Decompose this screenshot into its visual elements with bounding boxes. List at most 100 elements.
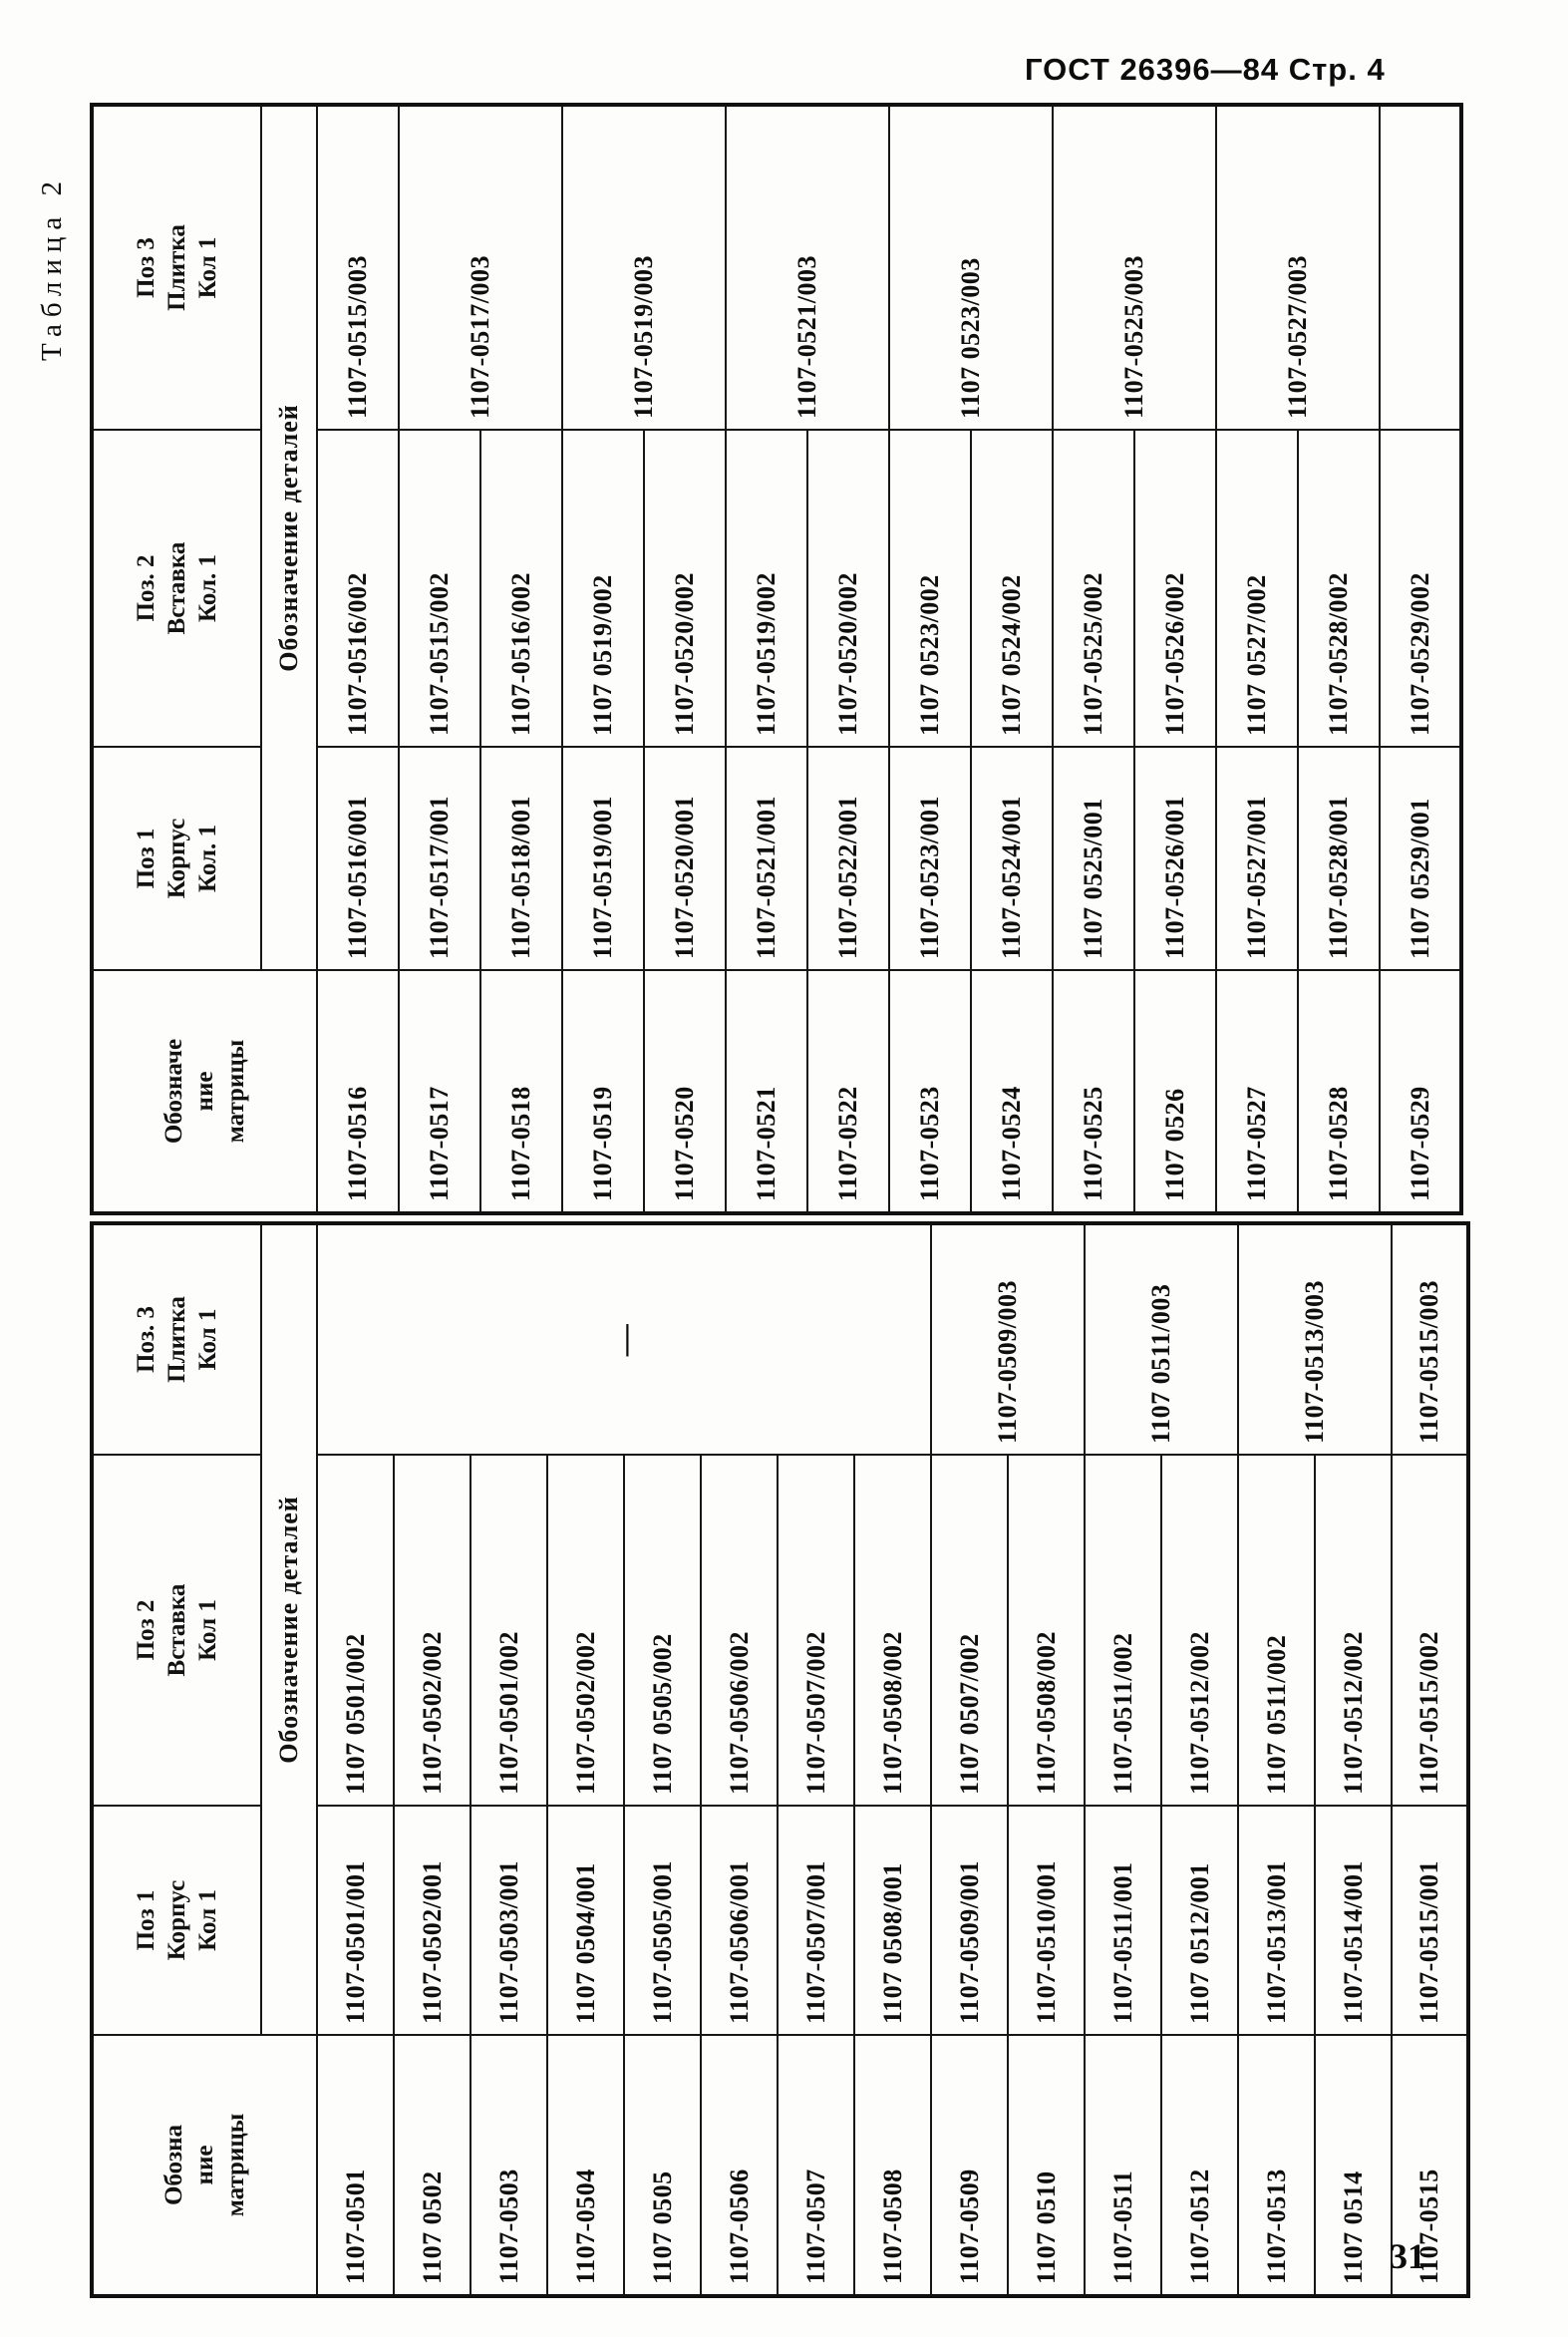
pos3-cell: 1107-0513/003	[1238, 1223, 1392, 1455]
pos1-cell: 1107-0520/001	[644, 747, 726, 970]
pos2-cell: 1107-0526/002	[1134, 430, 1216, 747]
pos2-cell: 1107-0519/002	[726, 430, 807, 747]
pos2-cell: 1107-0508/002	[854, 1455, 931, 1806]
header-pos2-left: Поз 2 Вставка Кол 1	[92, 1455, 261, 1806]
pos3-cell: 1107 0523/003	[889, 105, 1053, 430]
pos3-cell: 1107-0519/003	[562, 105, 726, 430]
pos3-cell: 1107-0515/003	[1392, 1223, 1468, 1455]
header-pos1-line: Кол 1	[194, 1889, 221, 1951]
pos2-cell: 1107-0515/002	[399, 430, 480, 747]
pos1-cell: 1107-0507/001	[778, 1806, 854, 2035]
pos1-cell: 1107-0523/001	[889, 747, 971, 970]
pos2-cell: 1107 0501/002	[317, 1455, 394, 1806]
pos2-cell: 1107-0515/002	[1392, 1455, 1468, 1806]
header-details-right: Обозначение деталей	[261, 105, 317, 970]
header-matrix-line: ние	[191, 2145, 218, 2185]
matrix-cell: 1107-0522	[807, 970, 889, 1213]
table-row: 1107-0517 1107-0517/001 1107-0515/002 1107-…	[399, 105, 562, 1213]
matrix-cell: 1107-0521	[726, 970, 807, 1213]
pos3-cell: —	[317, 1223, 931, 1455]
header-pos3-right: Поз 3 Плитка Кол 1	[92, 105, 261, 430]
header-matrix-right: Обозначе ние матрицы	[92, 970, 317, 1213]
table-right-half: Обозначе ние матрицы Поз 1 Корпус Кол. 1…	[90, 103, 1463, 1215]
pos1-cell: 1107-0522/001	[807, 747, 889, 970]
pos1-cell: 1107-0514/001	[1315, 1806, 1392, 2035]
pos1-cell: 1107 0529/001	[1380, 747, 1461, 970]
pos2-cell: 1107-0520/002	[644, 430, 726, 747]
pos1-cell: 1107-0526/001	[1134, 747, 1216, 970]
table-row: 1107-0527 1107-0527/001 1107 0527/002 1107-…	[1216, 105, 1380, 1213]
matrix-cell: 1107-0507	[778, 2035, 854, 2296]
table-row: 1107-0519 1107-0519/001 1107 0519/002 1107-…	[562, 105, 726, 1213]
matrix-cell: 1107-0517	[399, 970, 480, 1213]
pos1-cell: 1107 0525/001	[1053, 747, 1134, 970]
pos2-cell: 1107-0511/002	[1085, 1455, 1161, 1806]
pos3-cell: 1107-0527/003	[1216, 105, 1380, 430]
header-row-labels-left: Обозна ние матрицы Поз 1 Корпус Кол 1 По…	[92, 1223, 317, 2296]
pos2-cell: 1107-0508/002	[1008, 1455, 1085, 1806]
pos1-cell: 1107-0503/001	[470, 1806, 547, 2035]
matrix-cell: 1107-0513	[1238, 2035, 1315, 2296]
header-pos2-line: Кол. 1	[194, 553, 221, 623]
pos1-cell: 1107-0506/001	[701, 1806, 778, 2035]
pos1-cell: 1107-0513/001	[1238, 1806, 1315, 2035]
matrix-cell: 1107-0528	[1298, 970, 1380, 1213]
header-matrix-line: матрицы	[222, 2113, 249, 2217]
table-row: 1107-0509 1107-0509/001 1107 0507/002 1107-…	[931, 1223, 1085, 2296]
header-pos1-line: Поз 1	[133, 1889, 159, 1951]
header-matrix-line: Обозна	[160, 2124, 187, 2206]
matrix-cell: 1107-0524	[971, 970, 1053, 1213]
pos3-cell: 1107-0525/003	[1053, 105, 1216, 430]
matrix-cell: 1107 0505	[624, 2035, 701, 2296]
header-matrix-line: матрицы	[222, 1039, 249, 1144]
pos1-cell: 1107-0516/001	[317, 747, 399, 970]
page-number: 31	[1390, 2236, 1425, 2276]
matrix-cell: 1107-0519	[562, 970, 644, 1213]
header-matrix-line: ние	[191, 1071, 218, 1112]
header-matrix-left: Обозна ние матрицы	[92, 2035, 317, 2296]
header-pos1-left: Поз 1 Корпус Кол 1	[92, 1806, 261, 2035]
table-left-half: Обозна ние матрицы Поз 1 Корпус Кол 1 По…	[90, 1221, 1470, 2298]
matrix-cell: 1107-0518	[480, 970, 562, 1213]
matrix-cell: 1107-0511	[1085, 2035, 1161, 2296]
matrix-cell: 1107-0516	[317, 970, 399, 1213]
matrix-cell: 1107-0512	[1161, 2035, 1238, 2296]
matrix-cell: 1107-0520	[644, 970, 726, 1213]
pos1-cell: 1107-0517/001	[399, 747, 480, 970]
header-pos2-line: Вставка	[163, 541, 190, 635]
header-pos1-line: Корпус	[163, 1879, 190, 1961]
pos2-cell: 1107 0505/002	[624, 1455, 701, 1806]
pos1-cell: 1107-0527/001	[1216, 747, 1298, 970]
header-pos1-line: Корпус	[163, 818, 190, 899]
header-pos3-line: Плитка	[163, 1296, 190, 1383]
pos2-cell: 1107-0512/002	[1161, 1455, 1238, 1806]
table-row: 1107-0523 1107-0523/001 1107 0523/002 1107 …	[889, 105, 1053, 1213]
pos2-cell: 1107-0512/002	[1315, 1455, 1392, 1806]
header-details-left: Обозначение деталей	[261, 1223, 317, 2035]
matrix-cell: 1107-0509	[931, 2035, 1008, 2296]
pos2-cell: 1107-0520/002	[807, 430, 889, 747]
pos1-cell: 1107-0518/001	[480, 747, 562, 970]
header-row-labels-right: Обозначе ние матрицы Поз 1 Корпус Кол. 1…	[92, 105, 317, 1213]
pos2-cell: 1107-0502/002	[547, 1455, 624, 1806]
table-row: 1107-0529 1107 0529/001 1107-0529/002	[1380, 105, 1461, 1213]
pos1-cell: 1107-0515/001	[1392, 1806, 1468, 2035]
pos2-cell: 1107-0528/002	[1298, 430, 1380, 747]
pos2-cell: 1107-0525/002	[1053, 430, 1134, 747]
matrix-cell: 1107-0529	[1380, 970, 1461, 1213]
header-pos1-line: Кол. 1	[194, 824, 221, 893]
pos1-cell: 1107-0511/001	[1085, 1806, 1161, 2035]
matrix-cell: 1107-0523	[889, 970, 971, 1213]
gost-standard-header: ГОСТ 26396—84 Стр. 4	[1025, 52, 1386, 87]
pos1-cell: 1107-0528/001	[1298, 747, 1380, 970]
matrix-cell: 1107 0510	[1008, 2035, 1085, 2296]
matrix-cell: 1107 0526	[1134, 970, 1216, 1213]
table-row: 1107-0521 1107-0521/001 1107-0519/002 1107-…	[726, 105, 889, 1213]
header-pos2-line: Поз 2	[133, 1599, 159, 1661]
matrix-cell: 1107 0514	[1315, 2035, 1392, 2296]
pos1-cell: 1107 0504/001	[547, 1806, 624, 2035]
header-pos1-line: Поз 1	[133, 828, 159, 889]
pos1-cell: 1107 0508/001	[854, 1806, 931, 2035]
matrix-cell: 1107-0527	[1216, 970, 1298, 1213]
header-pos3-line: Кол 1	[194, 1308, 221, 1371]
